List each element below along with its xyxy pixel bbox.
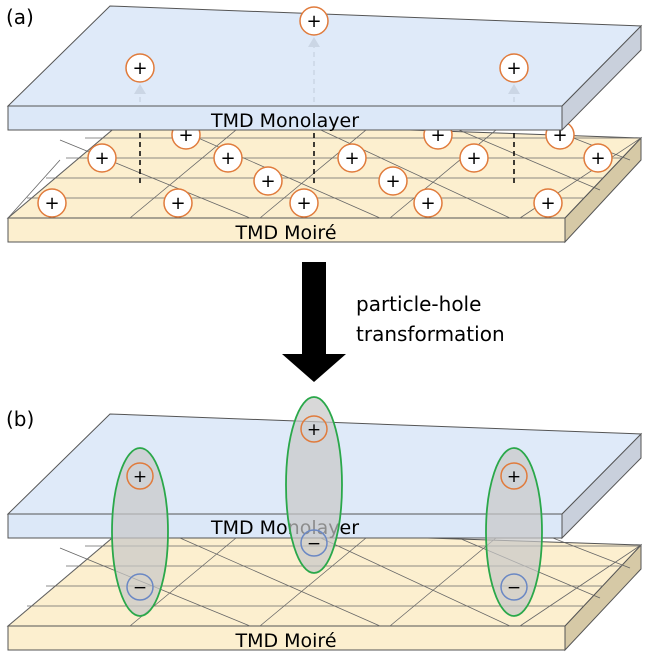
down-arrow-icon (282, 262, 346, 382)
mono-hole-a-3: + (499, 53, 529, 83)
svg-text:+: + (170, 193, 185, 214)
monolayer-holes-a: + + + (125, 6, 529, 83)
svg-text:+: + (590, 148, 605, 169)
hole-a-5: + (533, 188, 563, 218)
exciton-electron-b-2: − (300, 529, 328, 557)
svg-text:−: − (133, 578, 147, 598)
svg-text:+: + (420, 193, 435, 214)
moire-label-b: TMD Moiré (234, 630, 336, 652)
hole-a-3: + (289, 188, 319, 218)
monolayer-label-a: TMD Monolayer (210, 110, 359, 132)
hole-a-4: + (413, 188, 443, 218)
svg-text:+: + (306, 11, 321, 32)
hole-a-10: + (337, 143, 367, 173)
monolayer-slab-a: TMD Monolayer (6, 5, 643, 132)
panel-a-label: (a) (6, 5, 34, 29)
svg-text:+: + (132, 58, 147, 79)
mono-hole-a-1: + (125, 53, 155, 83)
hole-a-7: + (378, 166, 408, 196)
hole-a-8: + (87, 143, 117, 173)
exciton-electron-b-3: − (500, 573, 528, 601)
exciton-b-3: + − (485, 447, 543, 617)
transformation-arrow: particle-hole transformation (282, 262, 505, 382)
moire-label-a: TMD Moiré (234, 222, 336, 244)
hole-a-12: + (583, 143, 613, 173)
svg-text:+: + (506, 58, 521, 79)
svg-text:+: + (466, 148, 481, 169)
svg-text:+: + (260, 171, 275, 192)
svg-text:+: + (385, 171, 400, 192)
hole-a-9: + (213, 143, 243, 173)
exciton-electron-b-1: − (126, 573, 154, 601)
svg-text:+: + (133, 467, 147, 487)
panel-b: (b) TMD Moiré (6, 396, 643, 652)
exciton-hole-b-2: + (300, 415, 328, 443)
svg-text:+: + (220, 148, 235, 169)
svg-text:+: + (44, 193, 59, 214)
svg-text:−: − (507, 578, 521, 598)
mono-hole-a-2: + (299, 6, 329, 36)
hole-a-1: + (37, 188, 67, 218)
hole-a-6: + (253, 166, 283, 196)
excitons-b: + − + − + − (111, 396, 543, 617)
panel-b-label: (b) (6, 407, 34, 431)
svg-text:+: + (94, 148, 109, 169)
exciton-b-1: + − (111, 447, 169, 617)
svg-text:−: − (307, 534, 321, 554)
svg-text:+: + (344, 148, 359, 169)
transformation-line-2: transformation (356, 322, 505, 346)
svg-text:+: + (507, 467, 521, 487)
transformation-line-1: particle-hole (356, 292, 481, 316)
exciton-hole-b-1: + (126, 462, 154, 490)
exciton-hole-b-3: + (500, 462, 528, 490)
svg-text:+: + (296, 193, 311, 214)
hole-a-11: + (459, 143, 489, 173)
svg-text:+: + (307, 420, 321, 440)
monolayer-slab-top-a (6, 5, 643, 107)
panel-a: (a) (6, 5, 643, 244)
hole-a-2: + (163, 188, 193, 218)
exciton-b-2: + − (285, 396, 343, 574)
svg-text:+: + (540, 193, 555, 214)
